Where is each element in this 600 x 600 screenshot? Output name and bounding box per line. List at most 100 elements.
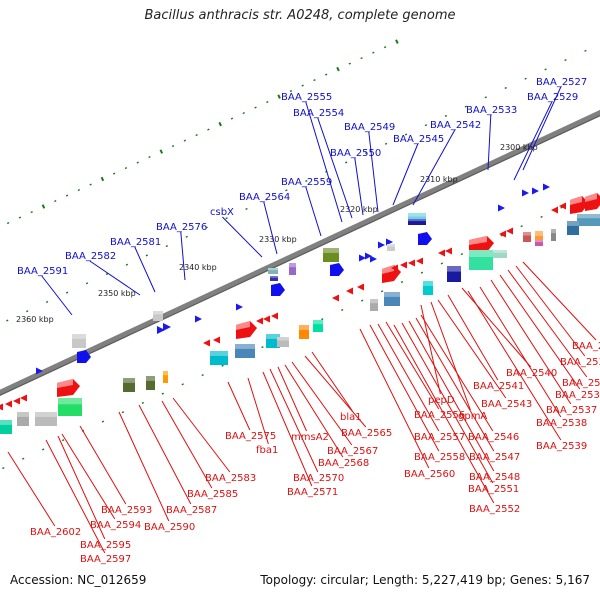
leader-line xyxy=(118,411,170,522)
gene-highlight xyxy=(447,266,461,272)
leader-line xyxy=(41,275,73,316)
tick-mark xyxy=(65,194,69,197)
tick-mark xyxy=(345,161,348,164)
gene-label-lower: BAA_2558 xyxy=(414,452,465,463)
gene-arrow xyxy=(346,287,353,295)
gene-highlight xyxy=(387,244,395,247)
leader-line xyxy=(467,290,562,441)
gene-label-lower: BAA_2587 xyxy=(166,505,217,516)
leader-line xyxy=(513,101,553,181)
gene-label-lower: BAA_2585 xyxy=(187,489,238,500)
leader-line xyxy=(420,314,494,432)
gene-label-upper: BAA_2582 xyxy=(65,251,116,262)
tick-mark xyxy=(380,290,384,293)
tick-mark xyxy=(121,411,125,414)
gene-arrow xyxy=(256,317,263,325)
gene-block xyxy=(153,311,163,321)
gene-arrow xyxy=(271,312,278,320)
gene-block xyxy=(323,248,339,262)
gene-label-lower: BAA_2546 xyxy=(468,432,519,443)
gene-highlight xyxy=(570,196,582,205)
gene-label-upper: BAA_2549 xyxy=(344,122,395,133)
gene-label-lower: BAA_2570 xyxy=(293,473,344,484)
gene-arrow xyxy=(163,323,171,331)
gene-arrow xyxy=(157,326,165,334)
tick-mark xyxy=(383,46,387,49)
tick-mark xyxy=(325,73,328,76)
tick-mark xyxy=(404,133,408,136)
gene-highlight xyxy=(535,231,543,236)
gene-highlight xyxy=(493,250,507,253)
gene-label-lower: BAA_2590 xyxy=(144,522,195,533)
gene-highlight xyxy=(299,325,309,330)
leader-line xyxy=(499,274,581,390)
gene-highlight xyxy=(266,334,280,339)
gene-block xyxy=(423,281,433,295)
leader-line xyxy=(61,433,116,520)
gene-label-lower: BAA_2602 xyxy=(30,527,81,538)
leader-line xyxy=(461,287,532,368)
leader-line xyxy=(7,451,56,527)
gene-label-upper: BAA_2527 xyxy=(536,77,587,88)
tick-mark xyxy=(30,210,33,214)
gene-highlight xyxy=(210,351,228,356)
accession-text: Accession: NC_012659 xyxy=(10,573,147,587)
gene-highlight xyxy=(236,321,250,330)
gene-block xyxy=(35,412,57,426)
tick-mark xyxy=(584,49,587,52)
tick-mark xyxy=(101,420,105,423)
leader-line xyxy=(138,404,192,505)
leader-line xyxy=(172,397,231,473)
gene-label-upper: BAA_2554 xyxy=(293,108,344,119)
gene-label-lower: BAA_2557 xyxy=(414,432,465,443)
tick-mark xyxy=(444,114,448,117)
scale-label: 2340 kbp xyxy=(179,263,217,272)
gene-arrow xyxy=(359,254,366,262)
gene-arrow xyxy=(213,336,220,344)
gene-block xyxy=(567,221,579,235)
gene-block xyxy=(277,337,289,347)
gene-label-upper: BAA_2591 xyxy=(17,266,68,277)
gene-highlight xyxy=(289,263,296,268)
leader-line xyxy=(437,299,507,399)
gene-arrow xyxy=(20,394,27,402)
tick-mark xyxy=(360,57,363,60)
scale-label: 2310 kbp xyxy=(420,175,458,184)
leader-line xyxy=(522,86,562,171)
tick-mark xyxy=(171,145,175,148)
gene-arrow xyxy=(445,247,452,255)
gene-arrow xyxy=(370,255,377,263)
gene-highlight xyxy=(235,344,255,349)
gene-highlight xyxy=(163,371,168,376)
gene-block xyxy=(146,376,155,390)
tick-mark xyxy=(360,299,364,302)
gene-label-upper: BAA_2545 xyxy=(393,134,444,145)
leader-line xyxy=(393,324,495,504)
gene-highlight xyxy=(313,320,323,325)
leader-line xyxy=(247,377,269,445)
gene-label-lower: BAA_2594 xyxy=(90,520,141,531)
gene-block xyxy=(123,378,135,392)
gene-label-lower: BAA_2595 xyxy=(80,540,131,551)
leader-line xyxy=(354,157,364,216)
gene-highlight xyxy=(146,376,155,381)
tick-mark xyxy=(26,310,29,313)
leader-line xyxy=(45,439,106,554)
gene-label-lower: bla1 xyxy=(340,412,362,423)
gene-arrow xyxy=(13,397,20,405)
gene-label-upper: BAA_2576 xyxy=(156,222,207,233)
tick-mark xyxy=(348,62,351,65)
gene-block xyxy=(535,240,543,246)
gene-arrow xyxy=(498,204,505,212)
tick-mark xyxy=(395,39,399,44)
leader-line xyxy=(305,186,322,237)
gene-block xyxy=(163,371,168,383)
leader-line xyxy=(263,201,278,255)
tick-mark xyxy=(266,101,269,104)
tick-mark xyxy=(100,176,105,182)
gene-highlight xyxy=(72,334,86,339)
leader-line xyxy=(377,323,440,432)
tick-mark xyxy=(372,51,375,54)
gene-arrow xyxy=(357,283,364,291)
gene-highlight xyxy=(57,379,73,388)
